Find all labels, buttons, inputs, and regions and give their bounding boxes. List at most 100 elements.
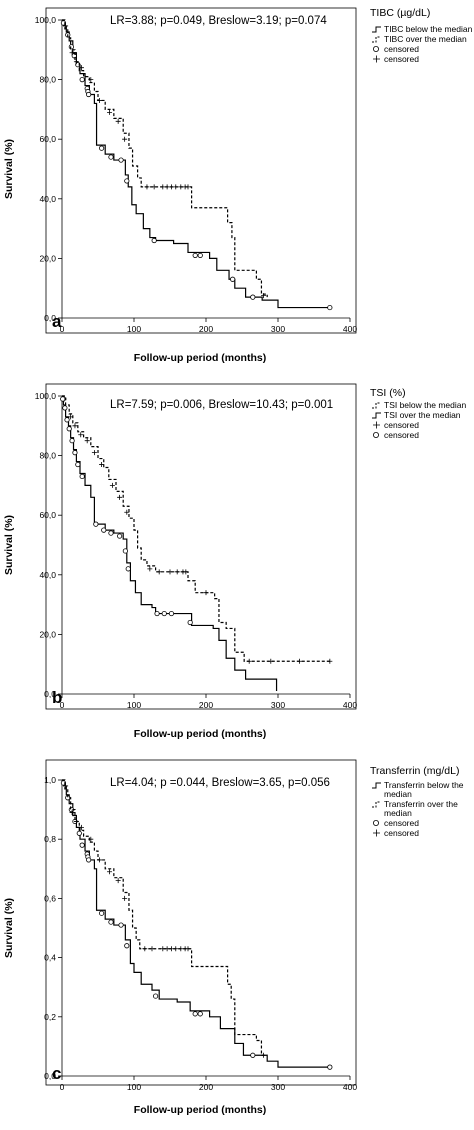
legend-label: censored — [384, 828, 419, 838]
x-tick-label: 0 — [60, 324, 65, 334]
legend-label: censored — [384, 54, 419, 64]
censored-plus-marker — [144, 184, 150, 190]
censored-circle-marker — [192, 252, 198, 259]
censored-circle-marker — [86, 91, 92, 98]
x-axis-title: Follow-up period (months) — [134, 1104, 266, 1116]
y-tick-label: 60,0 — [39, 134, 56, 144]
legend-label: Transferrin over the median — [384, 799, 458, 818]
censored-plus-marker — [78, 65, 84, 71]
censored-plus-marker — [109, 482, 115, 488]
legend-title: TSI (%) — [370, 387, 406, 399]
censored-plus-marker — [96, 97, 102, 103]
censored-circle-marker — [75, 461, 81, 468]
censored-circle-marker — [250, 294, 256, 300]
censored-circle-marker — [168, 610, 175, 617]
y-axis-title: Survival (%) — [3, 515, 15, 575]
censored-plus-marker — [164, 184, 170, 190]
censored-plus-marker — [73, 818, 79, 824]
censored-plus-marker — [107, 869, 113, 875]
censored-plus-marker — [99, 462, 105, 468]
censored-plus-marker — [160, 184, 166, 190]
censored-circle-marker — [79, 473, 85, 480]
censored-circle-marker — [99, 910, 105, 916]
censored-plus-marker — [173, 946, 179, 952]
x-tick-label: 100 — [127, 700, 141, 710]
censored-plus-marker — [297, 658, 303, 664]
censored-circle-marker — [108, 530, 114, 536]
x-tick-label: 0 — [60, 1082, 65, 1092]
censored-circle-marker — [192, 1011, 198, 1017]
censored-circle-marker — [154, 610, 160, 617]
censored-circle-marker — [71, 53, 77, 59]
censored-plus-marker — [107, 109, 113, 115]
censored-circle-marker — [161, 610, 167, 617]
censored-circle-marker — [197, 1011, 203, 1017]
censored-circle-marker — [153, 993, 159, 999]
y-tick-label: 1,0 — [44, 775, 56, 785]
censored-plus-marker — [160, 946, 166, 952]
x-tick-label: 200 — [199, 1082, 213, 1092]
y-tick-label: 0,0 — [44, 1071, 56, 1081]
legend-label: TIBC over the median — [384, 34, 467, 44]
censored-circle-marker — [93, 521, 99, 527]
censored-circle-marker — [72, 450, 78, 456]
plot-frame — [45, 7, 357, 334]
x-tick-label: 100 — [127, 1082, 141, 1092]
legend-line-dashed — [372, 36, 381, 43]
legend-title: TIBC (µg/dL) — [370, 7, 430, 19]
censored-plus-marker — [117, 494, 123, 500]
censored-plus-marker — [178, 946, 184, 952]
legend-plus-marker — [373, 829, 380, 837]
censored-plus-marker — [178, 184, 184, 190]
censored-circle-marker — [68, 44, 74, 50]
censored-plus-marker — [115, 118, 121, 124]
legend-label: TIBC below the median — [384, 24, 473, 34]
x-tick-label: 300 — [271, 1082, 285, 1092]
censored-circle-marker — [118, 157, 124, 163]
censored-circle-marker — [151, 237, 157, 244]
censored-circle-marker — [79, 842, 85, 848]
censored-circle-marker — [187, 619, 193, 626]
panel-label: c — [52, 1064, 61, 1083]
censored-plus-marker — [156, 569, 162, 575]
y-tick-label: 0,8 — [44, 834, 56, 844]
censored-plus-marker — [268, 658, 274, 664]
y-tick-label: 40,0 — [39, 570, 56, 580]
censored-circle-marker — [64, 417, 70, 423]
censored-plus-marker — [88, 836, 94, 842]
y-tick-label: 60,0 — [39, 510, 56, 520]
survival-curve-dashed — [62, 779, 268, 1056]
censored-plus-marker — [203, 590, 209, 596]
censored-plus-marker — [91, 450, 97, 456]
censored-plus-marker — [173, 184, 179, 190]
x-tick-label: 300 — [271, 700, 285, 710]
censored-plus-marker — [142, 946, 148, 952]
censored-plus-marker — [115, 878, 121, 884]
censored-circle-marker — [76, 830, 82, 836]
censored-plus-marker — [63, 783, 69, 789]
legend-circle-marker — [372, 820, 379, 827]
y-tick-label: 20,0 — [39, 629, 56, 639]
censored-circle-marker — [62, 405, 68, 411]
y-axis-title: Survival (%) — [3, 139, 15, 199]
censored-circle-marker — [230, 276, 236, 282]
y-axis-title: Survival (%) — [3, 898, 15, 958]
censored-circle-marker — [197, 252, 203, 259]
censored-plus-marker — [327, 658, 333, 664]
legend-line-solid — [372, 26, 381, 33]
censored-plus-marker — [149, 946, 155, 952]
legend-circle-marker — [372, 432, 379, 439]
survival-curve-dashed — [62, 395, 330, 662]
survival-curve-solid — [62, 19, 330, 309]
censored-circle-marker — [250, 1052, 256, 1058]
censored-plus-marker — [167, 569, 173, 575]
censored-plus-marker — [78, 824, 84, 830]
y-tick-label: 0,4 — [44, 953, 56, 963]
censored-circle-marker — [125, 566, 131, 572]
legend-label: censored — [384, 44, 419, 54]
legend-label: censored — [384, 818, 419, 828]
censored-plus-marker — [122, 895, 128, 901]
legend-line-solid — [372, 412, 381, 419]
censored-circle-marker — [99, 145, 105, 151]
censored-plus-marker — [69, 50, 75, 56]
